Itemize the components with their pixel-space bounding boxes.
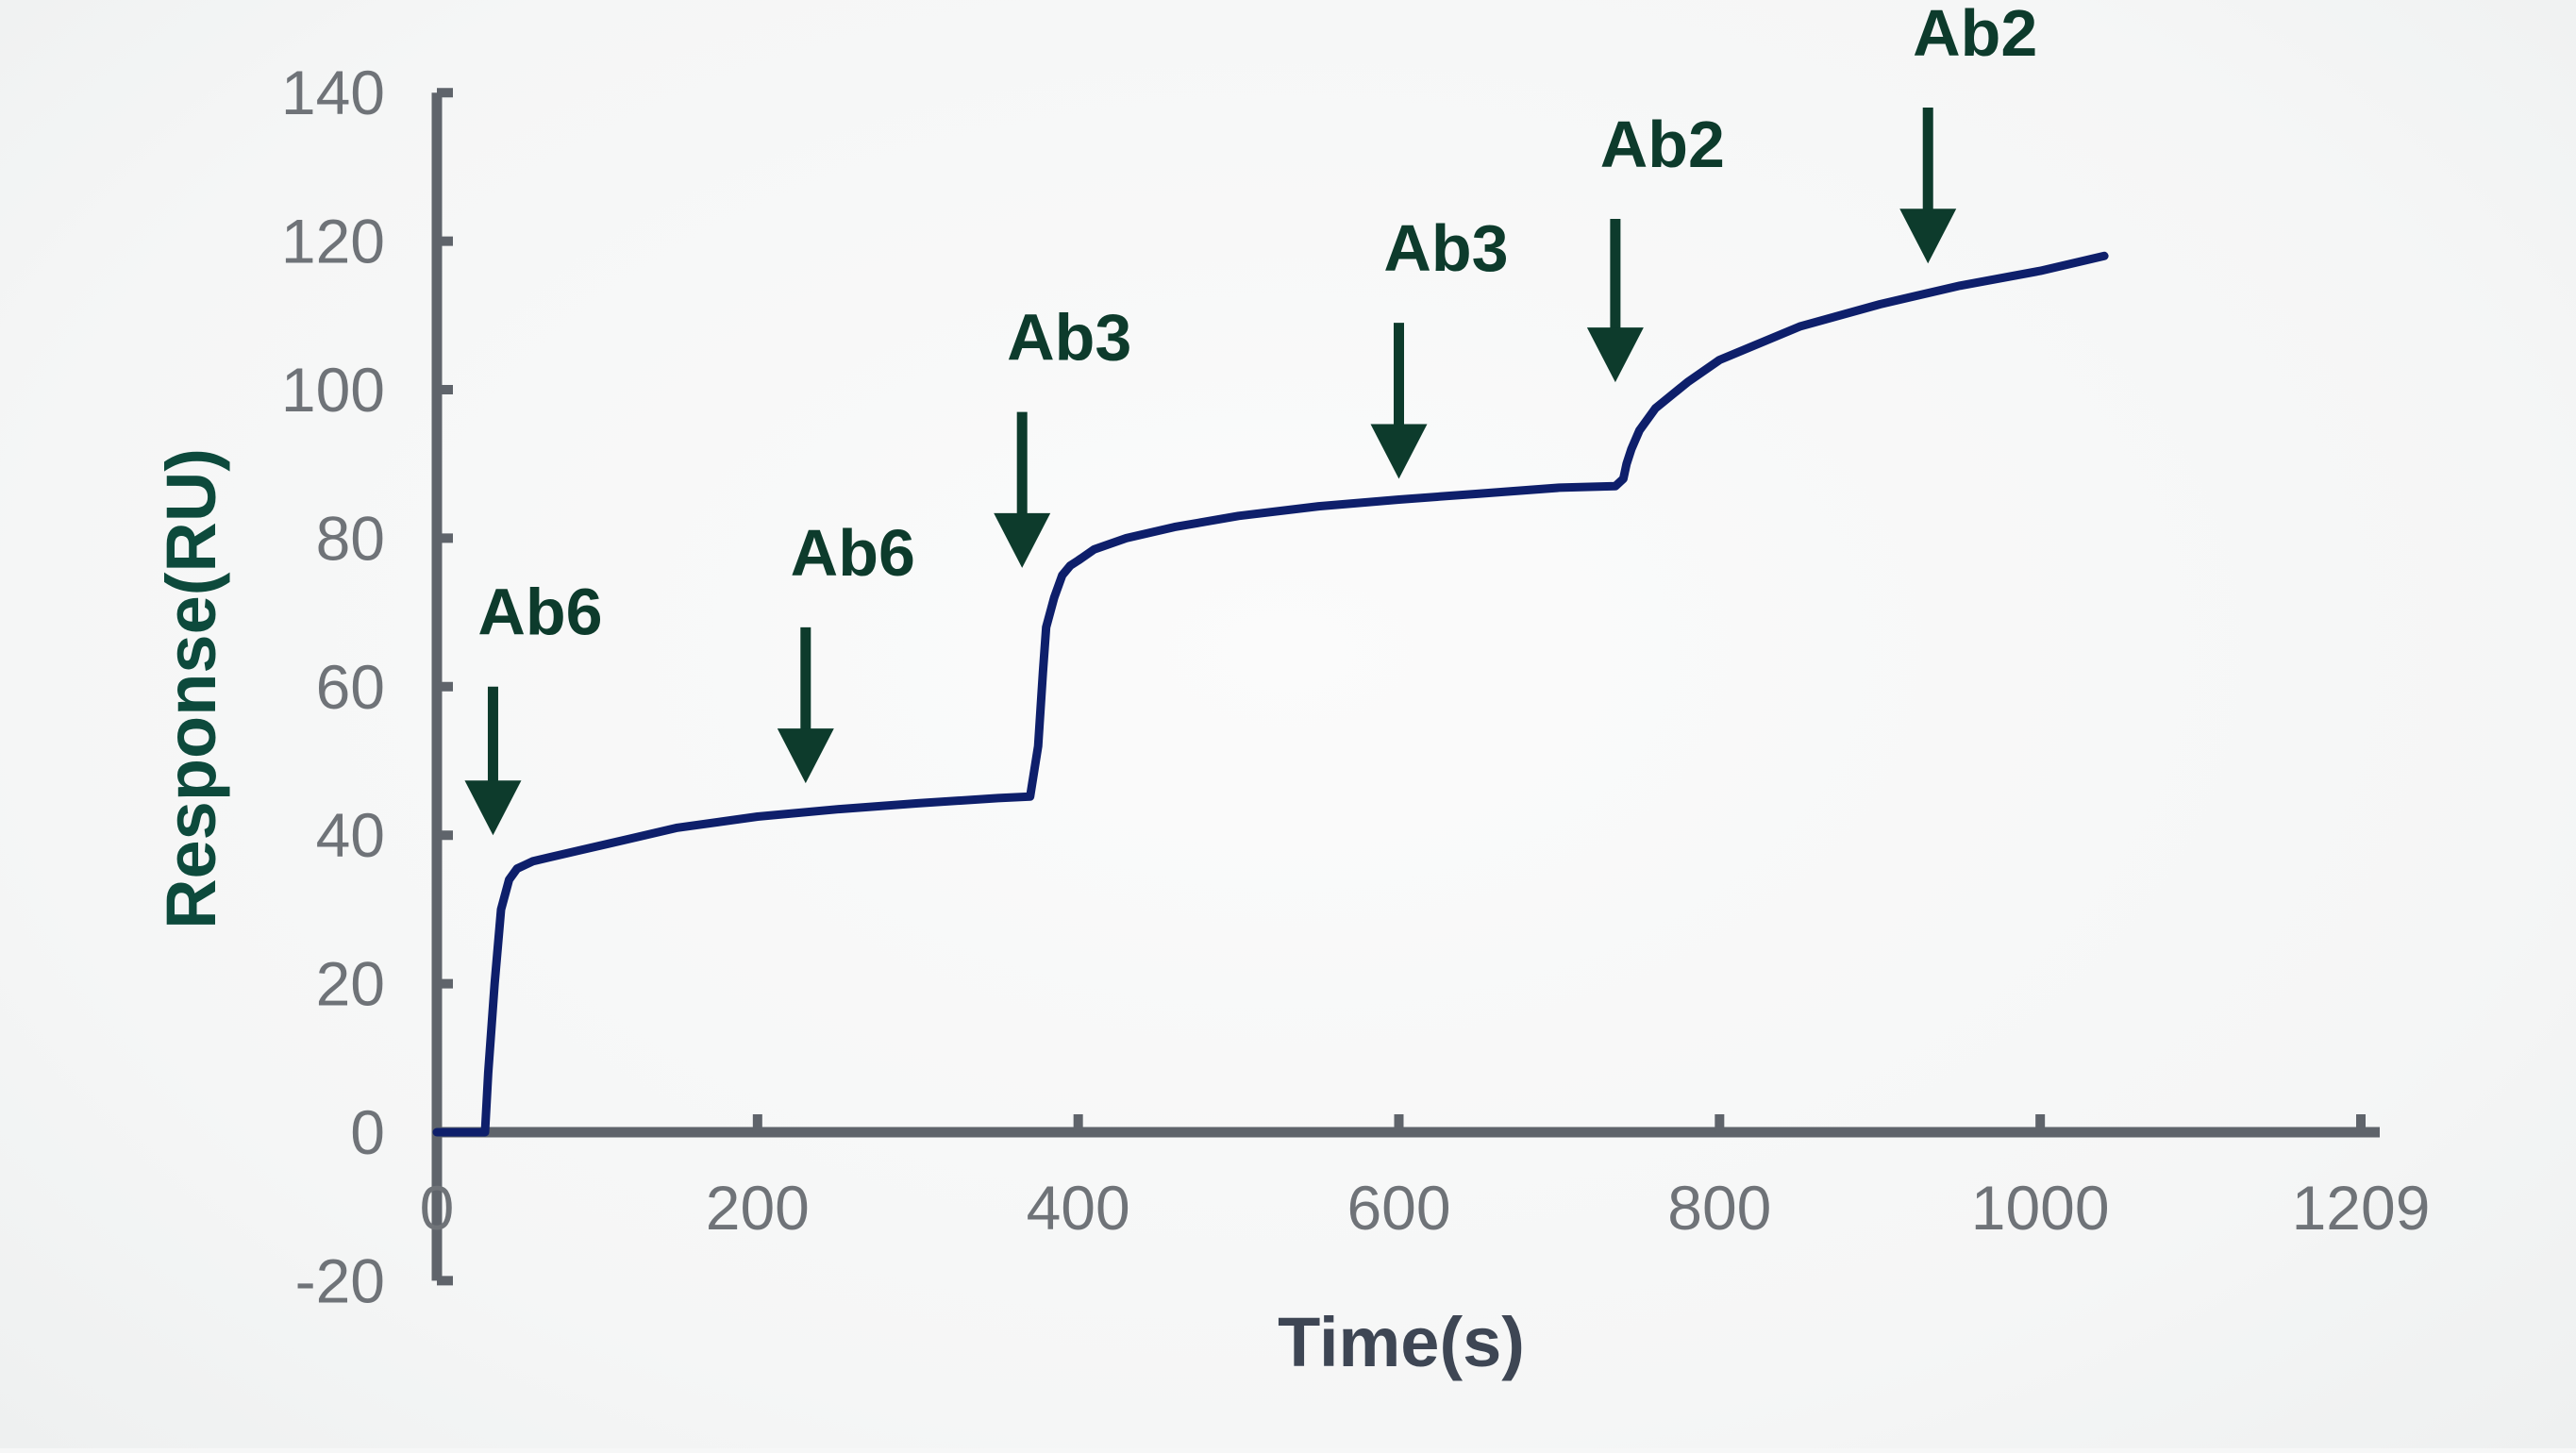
- injection-annotation: Ab2: [1899, 0, 2037, 263]
- x-tick-label: 600: [1347, 1173, 1450, 1243]
- x-tick-label: 400: [1027, 1173, 1130, 1243]
- annotation-label: Ab2: [1913, 0, 2037, 70]
- series-line: [437, 256, 2104, 1132]
- y-tick-label: 140: [281, 58, 385, 127]
- y-tick-label: 120: [281, 207, 385, 276]
- x-tick-label: 800: [1667, 1173, 1771, 1243]
- annotation-label: Ab3: [1383, 211, 1508, 285]
- annotation-label: Ab6: [791, 516, 915, 590]
- y-tick-label: 60: [316, 652, 385, 722]
- x-tick-label: 1209: [2292, 1173, 2431, 1243]
- injection-annotation: Ab3: [1371, 211, 1509, 478]
- y-tick-label: 100: [281, 355, 385, 425]
- x-tick-label: 200: [706, 1173, 810, 1243]
- down-arrow-icon: [778, 728, 834, 783]
- y-tick-label: 80: [316, 503, 385, 573]
- response-series-line: [437, 256, 2104, 1132]
- y-axis-title: Response(RU): [152, 448, 230, 929]
- down-arrow-icon: [994, 513, 1050, 568]
- y-tick-label: 0: [350, 1097, 385, 1167]
- y-tick-label: -20: [295, 1245, 385, 1315]
- injection-annotation: Ab3: [994, 301, 1131, 568]
- down-arrow-icon: [1899, 209, 1956, 263]
- y-tick-label: 40: [316, 800, 385, 870]
- annotation-label: Ab6: [477, 576, 602, 649]
- x-tick-label: 1000: [1971, 1173, 2110, 1243]
- tick-labels: -20 0 20 40 60 80 100 120 140 0 200 400 600 800 1000 12…: [281, 58, 2431, 1315]
- injection-annotation: Ab6: [778, 516, 915, 783]
- down-arrow-icon: [1371, 424, 1428, 478]
- down-arrow-icon: [1587, 327, 1644, 382]
- x-tick-label: 0: [420, 1173, 455, 1243]
- injection-annotation: Ab2: [1587, 108, 1725, 382]
- injection-annotation: Ab6: [464, 576, 602, 835]
- annotation-label: Ab2: [1600, 108, 1725, 181]
- down-arrow-icon: [464, 780, 521, 835]
- x-axis-title: Time(s): [1278, 1303, 1525, 1381]
- annotations: Ab6 Ab6 Ab3 Ab3 Ab2 Ab2: [464, 0, 2037, 835]
- annotation-label: Ab3: [1007, 301, 1131, 375]
- y-tick-label: 20: [316, 949, 385, 1019]
